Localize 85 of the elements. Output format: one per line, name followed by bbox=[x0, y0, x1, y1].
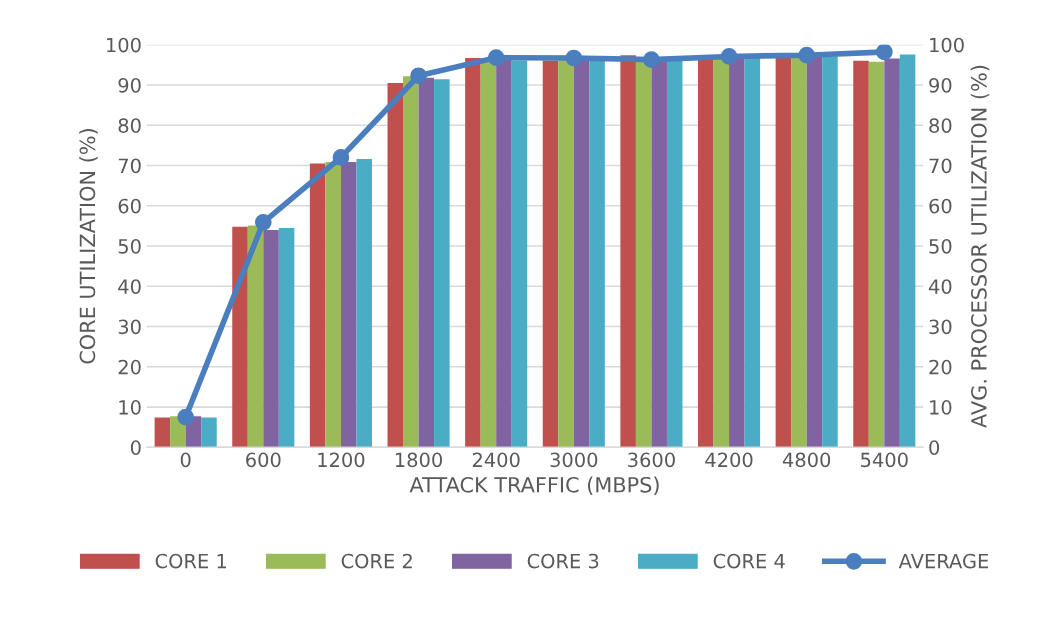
y2-tick-label: 30 bbox=[929, 319, 952, 335]
bar bbox=[201, 417, 217, 448]
point bbox=[254, 213, 272, 231]
x-axis-title: ATTACK TRAFFIC (MBPS) bbox=[409, 476, 659, 496]
bar bbox=[884, 58, 900, 448]
y2-tick-label: 70 bbox=[929, 158, 952, 174]
bar bbox=[729, 56, 745, 448]
bar bbox=[635, 62, 652, 448]
x-tick-label: 2400 bbox=[472, 452, 520, 468]
bar bbox=[620, 55, 636, 448]
point bbox=[332, 149, 350, 166]
bar bbox=[418, 77, 435, 448]
bar bbox=[356, 159, 372, 448]
bar bbox=[791, 56, 807, 448]
bar bbox=[868, 61, 885, 448]
y-tick-label: 90 bbox=[118, 77, 141, 93]
point bbox=[720, 48, 738, 65]
point bbox=[875, 44, 893, 61]
bar bbox=[822, 56, 838, 448]
bar bbox=[899, 54, 916, 448]
y2-tick-label: 40 bbox=[928, 279, 952, 294]
bar bbox=[309, 163, 326, 448]
legend-label: CORE 4 bbox=[713, 553, 785, 569]
bar bbox=[666, 60, 683, 448]
bar bbox=[465, 58, 481, 448]
point bbox=[410, 67, 427, 85]
bar bbox=[511, 60, 528, 448]
bar bbox=[340, 161, 357, 448]
bar bbox=[853, 60, 869, 448]
y-tick-label: 0 bbox=[130, 440, 141, 455]
bar bbox=[496, 57, 512, 448]
x-tick-label: 0 bbox=[180, 452, 191, 468]
bar bbox=[542, 60, 559, 448]
bar bbox=[589, 60, 605, 448]
y2-tick-label: 60 bbox=[929, 198, 952, 214]
y-axis-title: CORE UTILIZATION (%) bbox=[79, 129, 98, 364]
y2-axis-title: AVG. PROCESSOR UTILIZATION (%) bbox=[970, 65, 990, 428]
y2-tick-label: 10 bbox=[930, 400, 952, 415]
point bbox=[565, 49, 583, 67]
x-tick-label: 3600 bbox=[628, 452, 675, 468]
bar bbox=[573, 58, 590, 448]
y2-tick-label: 80 bbox=[929, 118, 952, 133]
bar bbox=[154, 417, 171, 448]
point bbox=[177, 408, 195, 426]
x-tick-label: 600 bbox=[246, 452, 281, 468]
legend-label: CORE 1 bbox=[155, 553, 226, 569]
bar bbox=[278, 227, 295, 448]
y2-tick-label: 100 bbox=[930, 37, 964, 53]
x-tick-label: 4200 bbox=[705, 452, 753, 468]
bar bbox=[325, 161, 341, 448]
legend-label: CORE 2 bbox=[341, 553, 412, 569]
y2-tick-label: 50 bbox=[929, 238, 952, 254]
point bbox=[643, 51, 660, 68]
y-tick-label: 10 bbox=[119, 400, 141, 415]
bar bbox=[247, 225, 264, 448]
bar bbox=[232, 226, 248, 448]
y-tick-label: 50 bbox=[118, 238, 141, 254]
bar bbox=[713, 57, 730, 448]
x-tick-label: 1200 bbox=[318, 452, 365, 468]
y-tick-label: 80 bbox=[118, 118, 141, 133]
point bbox=[487, 49, 505, 66]
bar bbox=[387, 82, 404, 448]
bar bbox=[775, 56, 792, 448]
bar bbox=[744, 56, 761, 448]
legend-label: AVERAGE bbox=[898, 553, 989, 569]
x-tick-label: 3000 bbox=[550, 452, 598, 468]
bar bbox=[558, 58, 574, 448]
y-tick-label: 20 bbox=[118, 359, 141, 375]
bar bbox=[263, 229, 279, 448]
legend-label: CORE 3 bbox=[527, 553, 599, 569]
y-tick-label: 60 bbox=[118, 198, 141, 214]
y-tick-label: 100 bbox=[107, 37, 141, 53]
y2-tick-label: 90 bbox=[929, 77, 952, 93]
y-tick-label: 70 bbox=[118, 158, 141, 174]
y-tick-label: 30 bbox=[118, 319, 141, 335]
bar bbox=[434, 79, 450, 448]
x-tick-label: 1800 bbox=[395, 452, 442, 468]
y2-tick-label: 0 bbox=[929, 440, 940, 455]
x-tick-label: 4800 bbox=[782, 452, 831, 468]
x-tick-label: 5400 bbox=[861, 452, 908, 468]
bar bbox=[806, 55, 823, 448]
y-tick-label: 40 bbox=[118, 279, 141, 294]
y2-tick-label: 20 bbox=[929, 359, 952, 375]
point bbox=[798, 46, 816, 64]
bar bbox=[403, 76, 419, 448]
